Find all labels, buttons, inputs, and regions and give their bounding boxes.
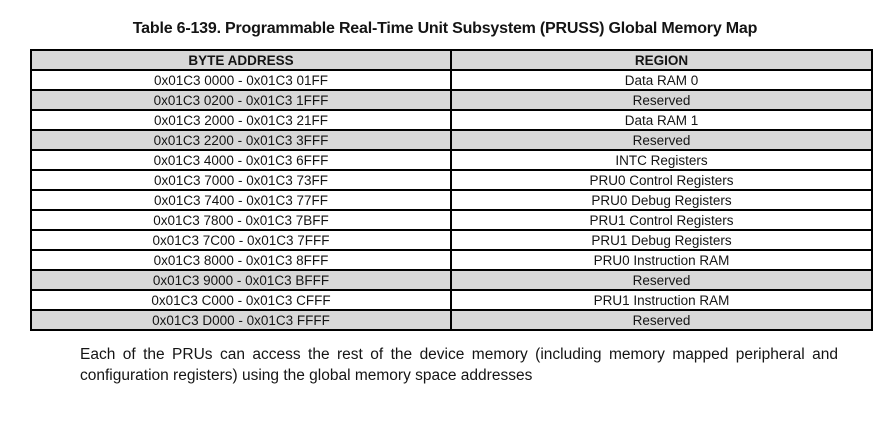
region-cell: PRU0 Instruction RAM [450, 249, 873, 271]
region-cell: Reserved [450, 129, 873, 151]
memory-map-table: BYTE ADDRESS REGION 0x01C3 0000 - 0x01C3… [30, 49, 873, 331]
byte-address-cell: 0x01C3 7400 - 0x01C3 77FF [30, 189, 452, 211]
byte-address-cell: 0x01C3 D000 - 0x01C3 FFFF [30, 309, 452, 331]
table-row: 0x01C3 C000 - 0x01C3 CFFF PRU1 Instructio… [30, 289, 873, 311]
table-row: 0x01C3 4000 - 0x01C3 6FFF INTC Registers [30, 149, 873, 171]
byte-address-cell: 0x01C3 4000 - 0x01C3 6FFF [30, 149, 452, 171]
column-header-byte-address: BYTE ADDRESS [30, 49, 452, 71]
byte-address-cell: 0x01C3 0200 - 0x01C3 1FFF [30, 89, 452, 111]
region-cell: INTC Registers [450, 149, 873, 171]
table-row: 0x01C3 7000 - 0x01C3 73FF PRU0 Control Re… [30, 169, 873, 191]
byte-address-cell: 0x01C3 7C00 - 0x01C3 7FFF [30, 229, 452, 251]
byte-address-cell: 0x01C3 C000 - 0x01C3 CFFF [30, 289, 452, 311]
region-cell: Data RAM 1 [450, 109, 873, 131]
table-row: 0x01C3 0200 - 0x01C3 1FFF Reserved [30, 89, 873, 111]
footnote-text: Each of the PRUs can access the rest of … [80, 346, 838, 384]
region-cell: PRU1 Instruction RAM [450, 289, 873, 311]
byte-address-cell: 0x01C3 0000 - 0x01C3 01FF [30, 69, 452, 91]
table-header-row: BYTE ADDRESS REGION [30, 49, 873, 71]
table-row: 0x01C3 7800 - 0x01C3 7BFF PRU1 Control Re… [30, 209, 873, 231]
document-page: Table 6-139. Programmable Real-Time Unit… [0, 20, 890, 386]
table-row: 0x01C3 8000 - 0x01C3 8FFF PRU0 Instructio… [30, 249, 873, 271]
byte-address-cell: 0x01C3 7800 - 0x01C3 7BFF [30, 209, 452, 231]
table-body: 0x01C3 0000 - 0x01C3 01FF Data RAM 0 0x01C… [30, 69, 873, 331]
region-cell: Reserved [450, 309, 873, 331]
region-cell: Reserved [450, 89, 873, 111]
region-cell: PRU0 Control Registers [450, 169, 873, 191]
byte-address-cell: 0x01C3 2000 - 0x01C3 21FF [30, 109, 452, 131]
region-cell: PRU1 Debug Registers [450, 229, 873, 251]
region-cell: PRU1 Control Registers [450, 209, 873, 231]
region-cell: Reserved [450, 269, 873, 291]
table-row: 0x01C3 7400 - 0x01C3 77FF PRU0 Debug Regi… [30, 189, 873, 211]
table-row: 0x01C3 9000 - 0x01C3 BFFF Reserved [30, 269, 873, 291]
table-row: 0x01C3 0000 - 0x01C3 01FF Data RAM 0 [30, 69, 873, 91]
region-cell: Data RAM 0 [450, 69, 873, 91]
byte-address-cell: 0x01C3 8000 - 0x01C3 8FFF [30, 249, 452, 271]
table-row: 0x01C3 2200 - 0x01C3 3FFF Reserved [30, 129, 873, 151]
byte-address-cell: 0x01C3 9000 - 0x01C3 BFFF [30, 269, 452, 291]
byte-address-cell: 0x01C3 2200 - 0x01C3 3FFF [30, 129, 452, 151]
table-row: 0x01C3 D000 - 0x01C3 FFFF Reserved [30, 309, 873, 331]
region-cell: PRU0 Debug Registers [450, 189, 873, 211]
table-title: Table 6-139. Programmable Real-Time Unit… [132, 20, 758, 37]
table-row: 0x01C3 2000 - 0x01C3 21FF Data RAM 1 [30, 109, 873, 131]
column-header-region: REGION [450, 49, 873, 71]
table-row: 0x01C3 7C00 - 0x01C3 7FFF PRU1 Debug Regi… [30, 229, 873, 251]
byte-address-cell: 0x01C3 7000 - 0x01C3 73FF [30, 169, 452, 191]
